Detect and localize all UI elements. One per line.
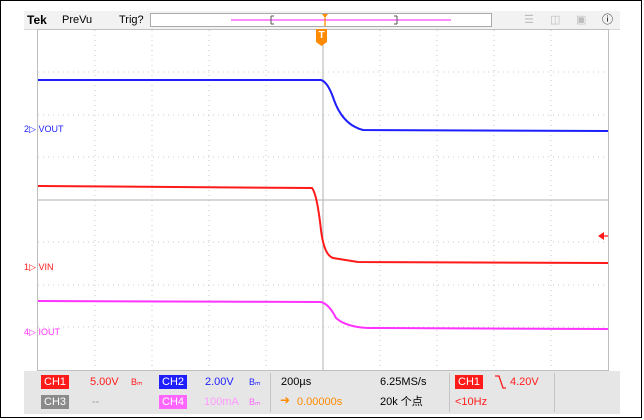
trigger-source-button[interactable]: CH1 (455, 375, 484, 389)
brand-logo: Tek (27, 13, 47, 27)
ch1-marker[interactable]: 1▷ VIN (24, 262, 54, 272)
ch4-coupling-icon: Bₘ (249, 397, 261, 407)
wifi-icon[interactable]: ☰ (524, 14, 534, 26)
record-view-bar[interactable] (150, 13, 492, 27)
ch1-marker-number: 1 (24, 262, 30, 272)
horizontal-position[interactable]: 0.00000s (297, 396, 343, 408)
ch1-trace (38, 185, 608, 264)
ch1-button[interactable]: CH1 (41, 375, 70, 389)
ch4-button[interactable]: CH4 (159, 395, 188, 409)
ch4-marker-label: IOUT (38, 327, 60, 337)
waveform-graticule[interactable] (37, 29, 609, 371)
ch2-button[interactable]: CH2 (159, 375, 188, 389)
ch2-marker[interactable]: 2▷ VOUT (24, 124, 64, 134)
help-icon[interactable]: ⓘ (602, 14, 613, 26)
position-arrow-icon: ➜ (280, 393, 291, 407)
ch4-trace (38, 300, 608, 330)
ch4-marker-number: 4 (24, 327, 30, 337)
status-divider-3 (554, 373, 555, 412)
ch1-scale: 5.00V (90, 376, 119, 388)
ch2-coupling-icon: Bₘ (249, 377, 261, 387)
ch3-scale: -- (92, 396, 100, 408)
ch2-scale: 2.00V (205, 376, 234, 388)
ch2-marker-label: VOUT (38, 124, 64, 134)
ch3-button[interactable]: CH3 (41, 395, 70, 409)
trigger-level[interactable]: 4.20V (510, 376, 539, 388)
clipboard-icon[interactable]: ▣ (576, 14, 587, 26)
timebase[interactable]: 200µs (281, 376, 312, 388)
ch1-coupling-icon: Bₘ (131, 377, 143, 387)
ch4-scale: 100mA (204, 396, 239, 408)
trigger-marker-label: T (318, 30, 325, 41)
ch1-marker-label: VIN (38, 262, 54, 272)
waveform-traces (38, 79, 608, 330)
network-icon[interactable]: ◫ (550, 14, 561, 26)
trigger-position-marker[interactable]: T (316, 29, 327, 46)
graticule-grid (38, 30, 608, 370)
top-bar: Tek PreVu Trig? ☰ ◫ ▣ ⓘ (24, 11, 620, 30)
trigger-frequency: <10Hz (455, 396, 488, 408)
status-bar: CH1 5.00V Bₘ CH2 2.00V Bₘ CH3 -- CH4 100… (24, 371, 620, 414)
status-divider-2 (449, 373, 450, 412)
record-length: 20k 个点 (380, 396, 423, 408)
status-divider-1 (270, 373, 271, 412)
ch2-trace (38, 79, 608, 132)
acquisition-mode: PreVu (62, 14, 93, 26)
sample-rate: 6.25MS/s (380, 376, 427, 388)
trigger-level-arrow (598, 232, 604, 240)
ch2-marker-number: 2 (24, 124, 30, 134)
falling-edge-icon (495, 375, 506, 389)
ch4-marker[interactable]: 4▷ IOUT (24, 327, 60, 337)
trigger-status: Trig? (119, 14, 144, 26)
